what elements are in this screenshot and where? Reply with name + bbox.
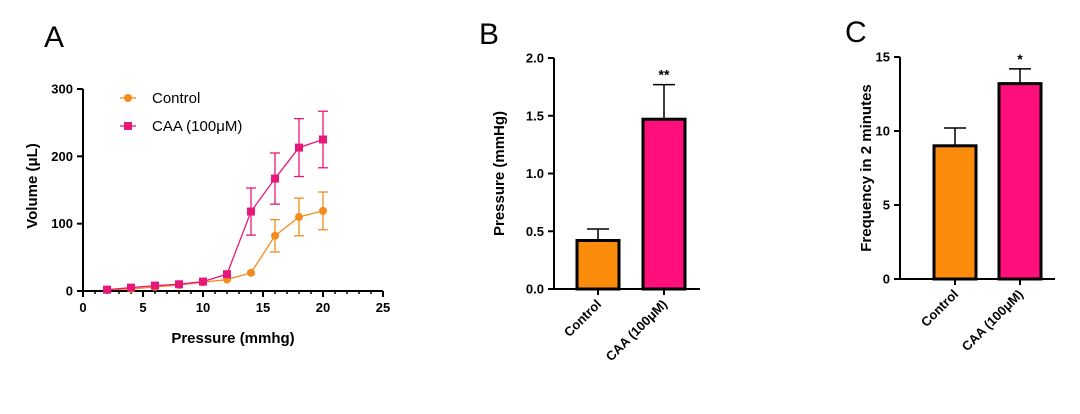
y-tick-label: 300 — [51, 82, 73, 97]
data-point — [319, 135, 327, 144]
y-tick-label: 0.0 — [526, 282, 544, 297]
x-tick-label: 25 — [376, 300, 390, 315]
y-axis-title: Pressure (mmHg) — [491, 111, 508, 236]
data-point — [271, 231, 279, 240]
legend-label: Control — [152, 90, 200, 107]
x-tick-label: Control — [918, 287, 961, 330]
panel-b-bar-chart: B 0.0 0.5 1.0 1.5 2.0 Pressure (mmHg) Control **… — [479, 18, 700, 364]
panel-letter: C — [845, 16, 867, 49]
data-point — [223, 270, 231, 279]
panel-letter: B — [479, 18, 499, 51]
bar-caa — [641, 117, 687, 291]
x-tick-label: CAA (100μM) — [603, 297, 670, 364]
x-axis-title: Pressure (mmhg) — [171, 330, 294, 347]
data-point — [127, 283, 135, 292]
data-point — [199, 277, 207, 286]
data-point — [295, 212, 303, 221]
significance-marker: * — [1017, 51, 1023, 67]
significance-marker: ** — [659, 67, 670, 83]
y-tick-label: 1.5 — [526, 108, 544, 123]
y-tick-label: 5 — [883, 198, 890, 213]
x-tick-label: 5 — [139, 300, 146, 315]
x-tick-label: CAA (100μM) — [959, 287, 1026, 354]
data-point — [151, 281, 159, 290]
y-axis-title: Volume (μL) — [24, 143, 41, 229]
y-tick-label: 2.0 — [526, 51, 544, 66]
series-line-1 — [106, 138, 324, 291]
x-tick-label: 10 — [196, 300, 210, 315]
y-axis-title: Frequency in 2 minutes — [858, 84, 875, 252]
data-point — [319, 206, 327, 215]
legend-marker — [124, 94, 132, 102]
y-tick-label: 1.0 — [526, 166, 544, 181]
y-tick-label: 10 — [876, 124, 890, 139]
y-tick-label: 200 — [51, 149, 73, 164]
data-point — [247, 268, 255, 277]
legend-label: CAA (100μM) — [152, 118, 242, 135]
x-tick-label: 0 — [79, 300, 86, 315]
x-tick-label: 20 — [316, 300, 330, 315]
x-tick-label: Control — [561, 297, 604, 340]
data-point — [175, 280, 183, 289]
y-tick-label: 15 — [876, 50, 890, 65]
y-tick-label: 0.5 — [526, 224, 544, 239]
x-tick-label: 15 — [256, 300, 270, 315]
series-line-0 — [106, 210, 324, 291]
bar-control — [932, 144, 978, 281]
data-point — [247, 207, 255, 216]
legend-marker — [124, 122, 132, 130]
y-tick-label: 0 — [883, 272, 890, 287]
data-point — [271, 174, 279, 183]
panel-a-line-chart: A 0 100 200 300 0 5 10 15 20 25 Pressure (mmhg) Volu… — [24, 21, 390, 347]
bar-control — [575, 238, 621, 291]
panel-letter: A — [44, 21, 64, 54]
bar-caa — [997, 82, 1043, 281]
data-point — [103, 285, 111, 294]
data-point — [295, 143, 303, 152]
y-tick-label: 100 — [51, 216, 73, 231]
panel-c-bar-chart: C 0 5 10 15 Frequency in 2 minutes Control * CAA… — [845, 16, 1055, 354]
y-tick-label: 0 — [66, 284, 73, 299]
